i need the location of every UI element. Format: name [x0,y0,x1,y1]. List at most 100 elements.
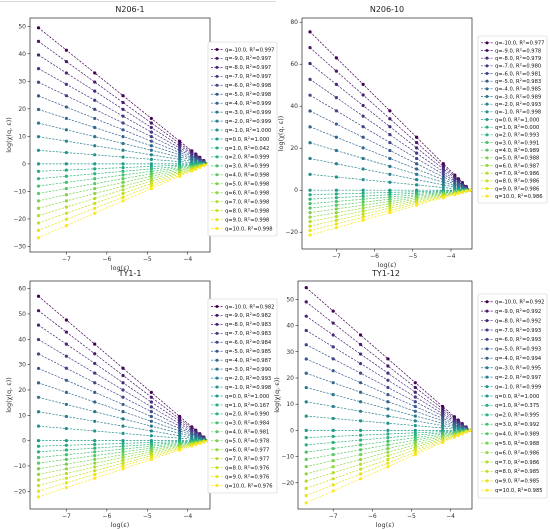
data-point [334,95,338,100]
data-point [121,114,125,118]
data-point [413,450,417,454]
data-point [149,144,153,148]
legend-entry: q=6.0, R2=0.986 [495,449,539,456]
data-point [64,354,68,358]
data-point [178,429,182,433]
series-line [38,163,209,239]
data-point [361,206,365,210]
data-point [93,186,97,191]
data-point [93,446,97,450]
data-point [304,479,308,483]
data-point [441,196,445,200]
legend-marker [485,41,489,45]
data-point [361,212,365,216]
legend-marker [485,125,489,129]
plot-frame [29,17,211,253]
legend-entry: q=-4.0, R2=0.987 [225,357,271,364]
legend-marker [215,101,219,105]
data-point [36,121,41,125]
data-point [149,157,153,161]
data-point [93,80,97,84]
data-point [415,156,419,161]
data-point [358,409,363,413]
data-point [308,211,312,215]
x-tick-label: −5 [408,253,417,260]
data-point [178,419,182,423]
legend-entry: q=0.0, R2=1.000 [495,116,539,123]
legend-marker [485,319,489,323]
data-point [93,162,97,166]
data-point [36,478,41,482]
legend-marker [215,119,219,123]
legend-entry: q=-6.0, R2=0.984 [225,339,272,346]
data-point [308,233,312,237]
data-point [334,56,338,60]
legend-entry: q=-4.0, R2=0.994 [495,355,542,362]
series-q-2.0 [308,156,472,192]
y-tick-label: 20 [18,106,26,113]
legend-entry: q=2.0, R2=0.993 [495,132,539,139]
x-tick-label: −6 [370,253,379,260]
y-tick-label: −10 [281,454,294,461]
legend-marker [215,322,219,326]
data-point [361,197,365,201]
data-point [178,139,182,143]
data-point [121,458,125,462]
series-q10.0 [36,162,210,240]
series-q-3.0 [308,141,472,192]
data-point [149,400,153,404]
y-tick-label: 20 [286,375,294,382]
data-point [388,172,392,176]
data-point [36,450,41,454]
data-point [64,180,68,185]
data-point [304,450,308,454]
data-point [121,121,125,125]
data-point [308,228,312,233]
data-point [93,442,97,446]
data-point [415,140,419,145]
data-point [149,116,153,121]
legend-marker [215,421,219,425]
data-point [386,465,390,469]
data-point [36,162,41,166]
data-point [415,151,419,155]
y-axis-label: log(χ(q, ε)) [277,116,285,152]
data-point [202,440,206,444]
data-point [331,404,335,409]
data-point [36,323,41,327]
data-point [441,183,445,187]
data-point [121,128,125,132]
data-point [441,416,445,421]
legend-entry: q=-9.0, R2=0.982 [225,312,271,319]
data-point [361,191,365,195]
series-line [38,440,209,464]
legend-marker [485,179,489,183]
legend-entry: q=-5.0, R2=0.998 [225,91,271,98]
legend-entry: q=2.0, R2=0.990 [225,411,269,418]
data-point [149,130,153,134]
y-tick-label: −20 [13,488,26,495]
data-point [304,385,308,390]
x-tick-label: −6 [102,256,111,263]
data-point [413,409,417,413]
legend-entry: q=-2.0, R2=0.993 [225,375,271,382]
legend-marker [485,460,489,464]
data-point [64,162,68,166]
chart-panel-4: TY1-12 −7 −6 −5 −4 −20 −10 0 10 20 30 40 50 log(ε) log… [273,269,548,529]
data-point [93,342,97,346]
data-point [331,357,335,361]
data-point [93,450,97,454]
data-point [149,125,153,130]
legend-marker [485,328,489,332]
chart-title: TY1-12 [371,269,400,278]
data-point [308,220,312,224]
legend-marker [215,403,219,407]
data-point [361,114,365,118]
data-point [121,464,125,468]
data-point [413,445,417,449]
legend-marker [215,182,219,186]
legend-entry: q=8.0, R2=0.985 [495,468,539,475]
data-point [202,164,206,168]
